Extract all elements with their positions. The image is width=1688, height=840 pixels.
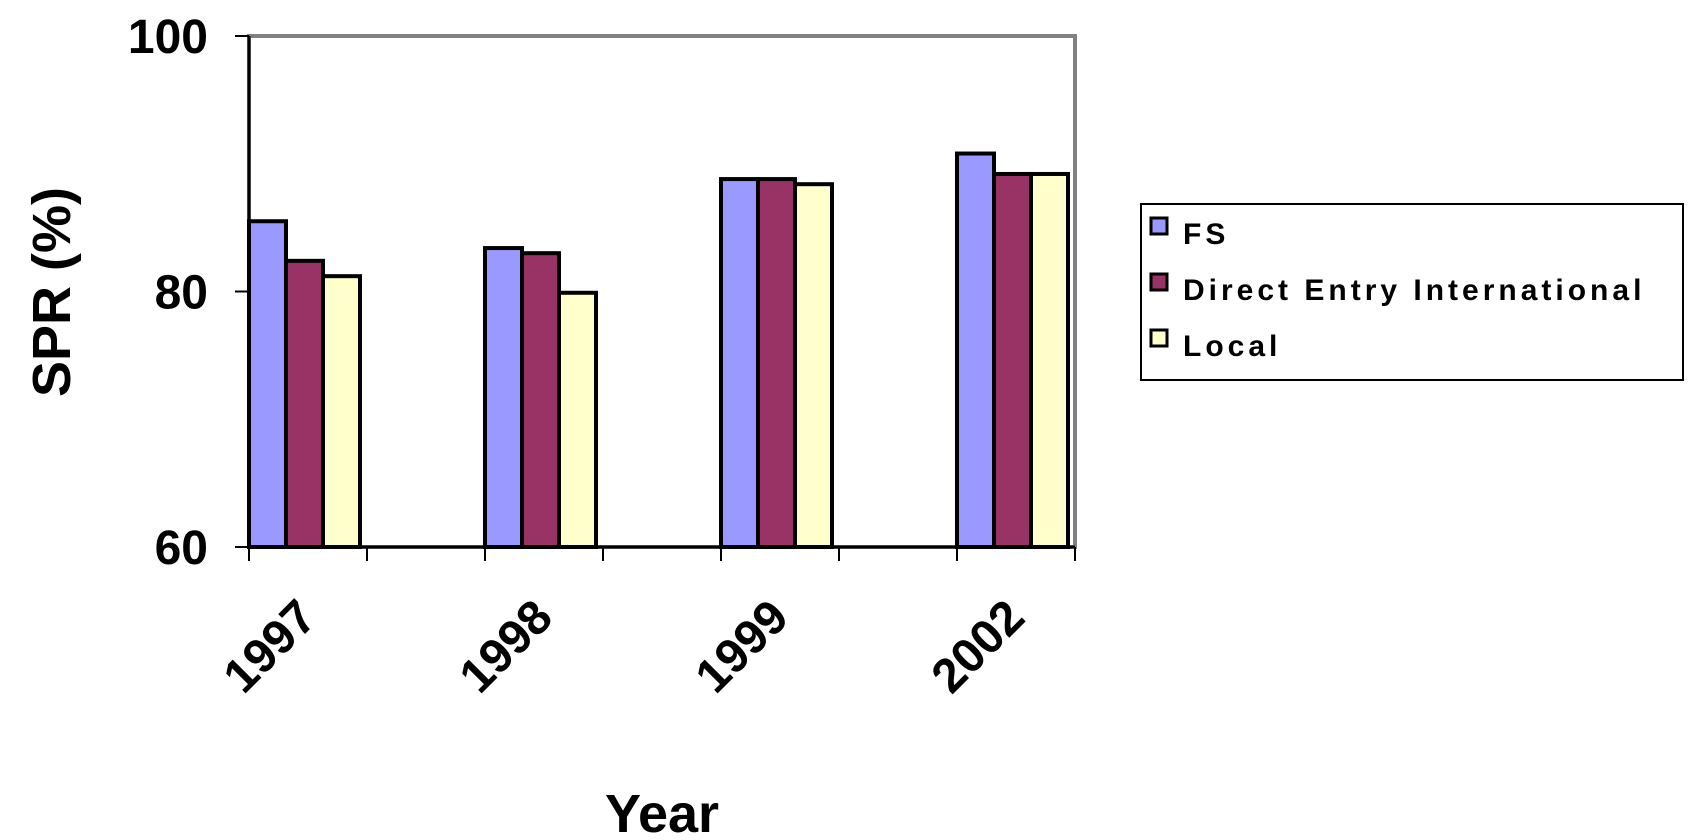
y-tick-label: 100	[128, 11, 208, 64]
axis-ticks-layer	[235, 35, 1076, 561]
bar-1997-direct-entry-international	[284, 258, 325, 549]
legend-label: Direct Entry International	[1183, 274, 1645, 307]
y-tick-label: 60	[155, 522, 208, 575]
bar-2002-fs	[955, 151, 996, 549]
x-axis-title: Year	[605, 784, 719, 835]
bar-1997-local	[321, 274, 362, 549]
bar-1998-local	[557, 290, 598, 549]
bar-2002-direct-entry-international	[992, 171, 1033, 549]
bar-1998-direct-entry-international	[520, 251, 561, 550]
bar-1999-local	[793, 182, 834, 549]
legend-swatch-fs	[1149, 216, 1169, 236]
x-tick-label: 1998	[450, 590, 563, 703]
x-tick-label: 1997	[214, 590, 327, 703]
bar-1997-fs	[247, 219, 288, 550]
legend-label: FS	[1183, 218, 1229, 251]
legend-label: Local	[1183, 330, 1281, 363]
bar-1999-fs	[719, 177, 760, 550]
y-axis-title: SPR (%)	[22, 187, 82, 397]
plot-area-frame	[247, 34, 1077, 549]
legend: FS Direct Entry International Local	[1140, 203, 1684, 381]
bar-2002-local	[1029, 171, 1070, 549]
x-tick-label: 1999	[686, 590, 799, 703]
legend-swatch-local	[1149, 328, 1169, 348]
legend-swatch-direct-entry-international	[1149, 272, 1169, 292]
legend-items: FS Direct Entry International Local	[1149, 216, 1645, 363]
bar-1998-fs	[483, 246, 524, 549]
y-tick-label: 80	[155, 267, 208, 320]
legend-frame	[1140, 203, 1684, 381]
bar-1999-direct-entry-international	[756, 177, 797, 550]
x-tick-label: 2002	[922, 590, 1035, 703]
